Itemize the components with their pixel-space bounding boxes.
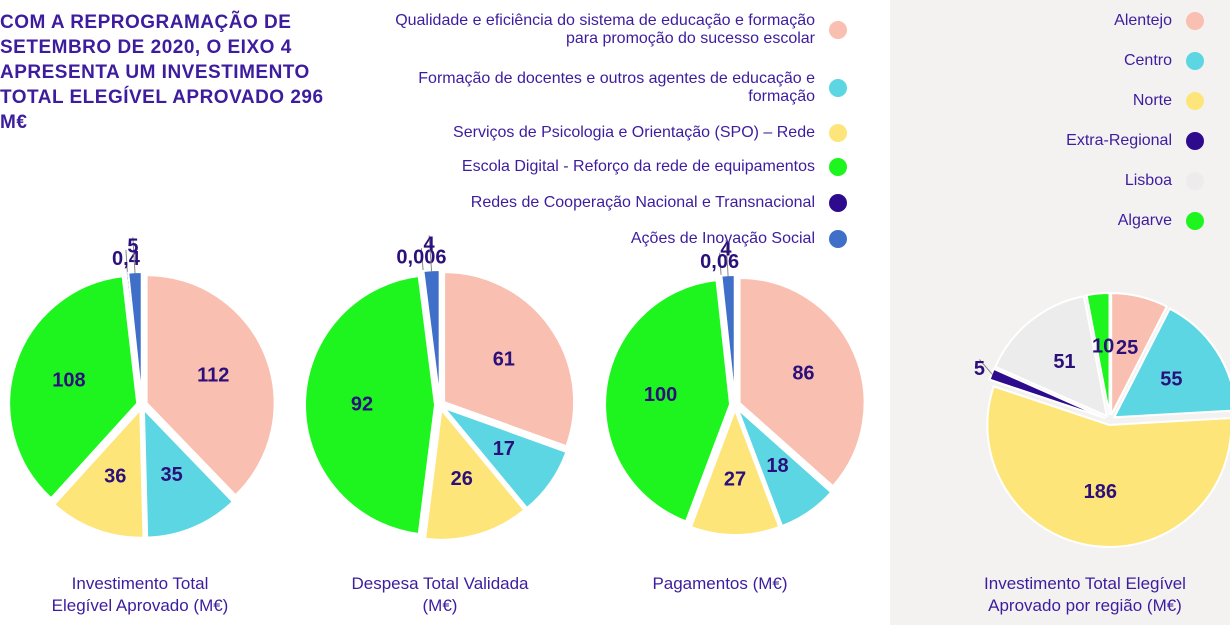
legend-label: Norte: [1132, 92, 1172, 109]
data-label: 0,06: [700, 251, 739, 273]
pie-slice: [8, 275, 139, 500]
legend-label: Alentejo: [1114, 12, 1172, 29]
legend-swatch: [1186, 92, 1204, 110]
pie-slice: [443, 271, 576, 448]
pie-slice: [423, 407, 526, 541]
data-label: 92: [351, 393, 373, 415]
legend-swatch: [829, 21, 847, 39]
data-label: 0,006: [396, 246, 446, 268]
legend-label: Lisboa: [1124, 172, 1172, 189]
data-label: 36: [104, 465, 126, 487]
legend-swatch: [1186, 52, 1204, 70]
legend-label: Redes de Cooperação Nacional e Transnaci…: [470, 194, 815, 211]
leader-line: [125, 249, 128, 274]
legend-swatch: [1186, 132, 1204, 150]
legend-label: Formação de docentes e outros agentes de…: [418, 70, 815, 105]
legend-label: Ações de Inovação Social: [630, 230, 815, 247]
data-label: 4: [424, 234, 436, 256]
legend-swatch: [829, 124, 847, 142]
pie-slice: [993, 295, 1109, 418]
pie-slice: [52, 407, 145, 539]
legend-swatch: [829, 230, 847, 248]
legend-label: Extra-Regional: [1066, 132, 1172, 149]
legend-swatch: [829, 158, 847, 176]
pie-slice: [145, 274, 276, 497]
chart-caption: Pagamentos (M€): [652, 574, 788, 593]
data-label: 27: [724, 468, 746, 490]
pie-slice: [1112, 307, 1230, 419]
data-label: 51: [1053, 351, 1075, 373]
legend-swatch: [829, 194, 847, 212]
pie-slice: [304, 274, 437, 536]
legend-swatch: [1186, 212, 1204, 230]
pie-slice: [1110, 292, 1169, 416]
leader-line: [979, 359, 993, 375]
pie-slice: [736, 408, 833, 528]
data-label: 4: [720, 239, 732, 261]
leader-line: [725, 240, 729, 277]
legend-label: Centro: [1123, 52, 1172, 69]
pie-slice: [738, 276, 866, 488]
legend-swatch: [1186, 172, 1204, 190]
data-label: 5: [974, 358, 985, 380]
pie-slice: [1085, 292, 1111, 416]
data-label: 17: [493, 438, 515, 460]
legend-label: Qualidade e eficiência do sistema de edu…: [395, 12, 815, 47]
pie-slice: [689, 407, 781, 536]
leader-line: [428, 235, 433, 272]
data-label: 18: [766, 455, 788, 477]
legend-swatch: [1186, 12, 1204, 30]
data-label: 186: [1084, 481, 1117, 503]
pie-slice: [440, 405, 568, 510]
data-label: 100: [644, 384, 677, 406]
data-label: 10: [1092, 335, 1114, 357]
data-label: 112: [197, 365, 229, 387]
headline: COM A REPROGRAMAÇÃO DE SETEMBRO DE 2020,…: [0, 12, 324, 133]
leader-line: [132, 237, 136, 274]
legend-swatch: [829, 79, 847, 97]
legend-label: Escola Digital - Reforço da rede de equi…: [461, 158, 815, 175]
data-label: 5: [127, 236, 138, 258]
data-label: 35: [161, 464, 183, 486]
data-label: 25: [1116, 337, 1138, 359]
chart-caption: Investimento Total Elegível Aprovado (M€…: [51, 574, 229, 615]
legend-label: Algarve: [1117, 212, 1172, 229]
data-label: 61: [493, 348, 515, 370]
data-label: 86: [792, 363, 814, 385]
chart-caption: Despesa Total Validada (M€): [351, 574, 529, 615]
data-label: 26: [451, 468, 473, 490]
data-label: 108: [52, 370, 85, 392]
chart-caption: Investimento Total Elegível Aprovado por…: [984, 574, 1186, 615]
pie-slice: [142, 407, 235, 539]
pie-slice: [604, 279, 732, 523]
legend-label: Serviços de Psicologia e Orientação (SPO…: [453, 124, 815, 141]
leader-line: [719, 252, 722, 277]
leader-line: [420, 248, 424, 273]
pie-slice: [986, 385, 1230, 548]
data-label: 55: [1160, 368, 1182, 390]
